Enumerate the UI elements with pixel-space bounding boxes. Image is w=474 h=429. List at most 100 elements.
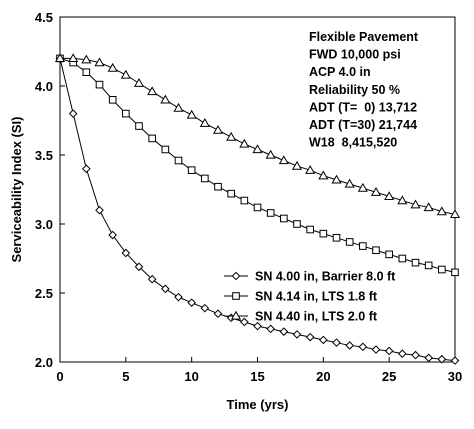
diamond-marker <box>174 292 183 302</box>
triangle-marker <box>133 78 145 87</box>
y-tick-label: 2.5 <box>35 286 53 301</box>
triangle-marker <box>230 310 242 320</box>
diamond-marker <box>305 332 315 342</box>
triangle-marker <box>436 206 447 216</box>
triangle-marker <box>68 53 79 63</box>
x-axis-title: Time (yrs) <box>227 397 289 412</box>
square-marker <box>174 156 183 165</box>
triangle-marker <box>318 170 329 180</box>
diamond-marker <box>134 262 144 272</box>
square-marker <box>385 250 393 259</box>
square-marker <box>135 122 143 130</box>
annotation-line: FWD 10,000 psi <box>309 48 401 62</box>
diamond-marker <box>147 274 157 284</box>
diamond-marker <box>253 321 262 331</box>
triangle-marker <box>291 160 303 170</box>
diamond-marker <box>279 327 289 336</box>
triangle-marker <box>305 164 316 174</box>
annotation-line: ADT (T= 0) 13,712 <box>309 100 417 114</box>
triangle-marker <box>410 199 421 209</box>
annotation-line: ADT (T=30) 21,744 <box>309 118 417 132</box>
square-marker <box>253 203 262 212</box>
triangle-marker <box>265 149 276 159</box>
square-marker <box>372 246 380 255</box>
square-marker <box>280 214 288 223</box>
diamond-marker <box>398 349 407 359</box>
series-triangle <box>54 53 461 218</box>
triangle-marker <box>107 62 118 72</box>
square-marker <box>240 196 249 205</box>
diamond-marker <box>292 330 302 339</box>
triangle-marker <box>54 53 66 63</box>
triangle-marker <box>173 102 184 112</box>
square-marker <box>161 145 170 154</box>
triangle-marker <box>344 178 355 188</box>
triangle-marker <box>449 209 461 218</box>
triangle-marker <box>357 182 368 192</box>
triangle-marker <box>331 174 342 184</box>
y-tick-label: 2.0 <box>35 355 53 370</box>
square-marker <box>411 258 420 267</box>
x-tick-label: 30 <box>448 369 462 384</box>
triangle-marker <box>384 191 395 201</box>
square-marker <box>82 68 91 77</box>
square-marker <box>122 109 130 118</box>
square-marker <box>227 189 235 198</box>
diamond-marker <box>240 317 249 327</box>
square-marker <box>451 268 459 277</box>
triangle-marker <box>423 202 434 212</box>
annotation-line: Flexible Pavement <box>309 30 419 44</box>
annotation-line: W18 8,415,520 <box>309 136 397 150</box>
x-tick-label: 15 <box>250 369 264 384</box>
y-tick-label: 4.5 <box>35 10 53 25</box>
diamond-marker <box>371 345 381 354</box>
square-marker <box>293 220 301 228</box>
y-tick-label: 4.0 <box>35 79 53 94</box>
triangle-marker <box>226 131 237 141</box>
diamond-marker <box>200 303 210 313</box>
square-marker <box>148 134 156 143</box>
square-marker <box>332 234 341 242</box>
legend-label: SN 4.40 in, LTS 2.0 ft <box>255 310 378 324</box>
diamond-marker <box>108 230 117 240</box>
square-marker <box>424 261 433 270</box>
triangle-marker <box>186 109 197 119</box>
y-tick-label: 3.5 <box>35 148 53 163</box>
triangle-marker <box>370 187 382 196</box>
square-marker <box>398 254 407 263</box>
diamond-marker <box>437 354 447 364</box>
square-marker <box>266 209 275 217</box>
square-marker <box>187 166 196 174</box>
triangle-marker <box>81 54 92 64</box>
legend-entry: SN 4.14 in, LTS 1.8 ft <box>224 290 378 304</box>
triangle-marker <box>147 86 158 96</box>
square-marker <box>201 174 209 183</box>
x-tick-label: 20 <box>316 369 330 384</box>
y-axis-title: Serviceability Index (SI) <box>9 117 24 263</box>
square-marker <box>319 229 328 238</box>
triangle-marker <box>252 144 263 154</box>
diamond-marker <box>68 109 78 118</box>
diamond-marker <box>121 248 131 258</box>
annotation-line: ACP 4.0 in <box>309 65 371 79</box>
triangle-marker <box>239 138 250 148</box>
legend-entry: SN 4.00 in, Barrier 8.0 ft <box>224 270 396 284</box>
diamond-marker <box>384 346 394 356</box>
series-diamond <box>55 54 460 365</box>
triangle-marker <box>397 195 408 205</box>
triangle-marker <box>199 118 210 127</box>
triangle-marker <box>212 124 224 134</box>
diamond-marker <box>424 353 433 363</box>
legend-entry: SN 4.40 in, LTS 2.0 ft <box>224 310 378 324</box>
square-marker <box>95 80 104 89</box>
diamond-marker <box>82 164 91 174</box>
diamond-marker <box>187 298 196 307</box>
x-tick-label: 5 <box>122 369 129 384</box>
diamond-marker <box>450 356 460 365</box>
square-marker <box>359 242 367 250</box>
x-tick-label: 25 <box>382 369 396 384</box>
y-tick-label: 3.0 <box>35 217 53 232</box>
diamond-marker <box>411 350 420 360</box>
diamond-marker <box>161 284 170 294</box>
